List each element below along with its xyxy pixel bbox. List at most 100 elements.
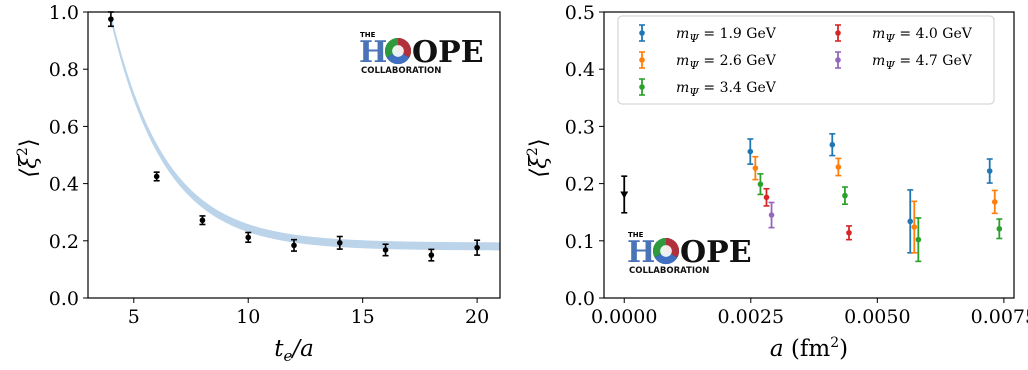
data-point xyxy=(747,138,754,165)
left-y-axis-label: ⟨ξ2⟩ xyxy=(15,138,42,178)
logo-the-text: THE xyxy=(628,231,644,239)
data-point xyxy=(291,238,297,252)
legend-marker xyxy=(639,30,645,36)
point-marker xyxy=(382,247,389,253)
data-point xyxy=(907,189,914,254)
y-tick-label: 0.6 xyxy=(49,116,79,138)
point-marker xyxy=(996,225,1003,232)
logo-ope-text: OPE xyxy=(680,235,752,270)
point-marker xyxy=(915,236,922,243)
x-tick-label: 0.0025 xyxy=(718,306,784,328)
logo-the-text: THE xyxy=(360,31,376,39)
right-plot-frame xyxy=(603,11,1015,299)
logo-segment-blue xyxy=(386,51,410,65)
y-tick-label: 0.2 xyxy=(565,174,595,196)
y-tick-label: 0.5 xyxy=(565,2,595,24)
legend-label: mΨ = 1.9 GeV xyxy=(676,26,777,45)
left-x-axis-label: te/a xyxy=(274,336,314,365)
data-point xyxy=(768,201,775,229)
data-point xyxy=(829,133,836,157)
point-marker xyxy=(991,199,998,205)
x-tick-label: 15 xyxy=(351,306,375,328)
y-tick-label: 0.2 xyxy=(49,231,79,253)
y-tick-label: 0.8 xyxy=(49,59,79,81)
legend-entry: mΨ = 4.0 GeV xyxy=(835,24,973,45)
data-point xyxy=(757,173,764,196)
point-marker xyxy=(153,173,160,180)
data-point xyxy=(915,217,922,263)
right-y-axis-label: ⟨ξ2⟩ xyxy=(525,138,552,178)
left-data-points xyxy=(107,11,481,262)
legend-label: mΨ = 3.4 GeV xyxy=(676,80,777,99)
data-point xyxy=(841,186,848,205)
data-point xyxy=(996,218,1003,240)
right-chart: 0.0000 0.0025 0.0050 0.0075 0.0 0.1 0.2 0.3 0.4 0… xyxy=(525,2,1028,362)
legend-label: mΨ = 4.0 GeV xyxy=(872,26,973,45)
x-tick-label: 20 xyxy=(465,306,489,328)
point-marker xyxy=(747,148,754,155)
point-marker xyxy=(768,212,775,218)
y-tick-label: 0.4 xyxy=(49,174,79,196)
point-marker xyxy=(986,168,993,174)
legend-entry: mΨ = 1.9 GeV xyxy=(639,24,777,45)
right-data-points xyxy=(620,133,1003,263)
logo-ope-text: OPE xyxy=(412,35,484,70)
point-marker xyxy=(291,242,297,249)
point-marker xyxy=(846,229,852,236)
point-marker xyxy=(108,16,114,22)
data-point xyxy=(199,215,206,226)
point-marker xyxy=(752,165,759,171)
x-tick-label: 0.0000 xyxy=(591,306,657,328)
data-point xyxy=(620,175,629,214)
point-marker xyxy=(428,252,435,258)
data-point xyxy=(474,239,481,256)
data-point xyxy=(986,158,993,184)
y-tick-label: 0.0 xyxy=(565,288,595,310)
point-marker xyxy=(911,224,918,230)
left-plot-frame xyxy=(87,11,501,299)
legend-label: mΨ = 2.6 GeV xyxy=(676,53,777,72)
point-marker xyxy=(907,218,914,225)
legend-entry: mΨ = 2.6 GeV xyxy=(639,51,777,72)
data-point xyxy=(991,189,998,215)
legend-box xyxy=(617,15,995,105)
x-tick-label: 0.0050 xyxy=(844,306,910,328)
point-marker xyxy=(474,244,480,251)
point-marker xyxy=(199,217,206,224)
legend: mΨ = 1.9 GeV mΨ = 2.6 GeV mΨ = 3.4 GeV mΨ =… xyxy=(617,15,995,105)
point-marker xyxy=(336,240,343,246)
logo-center xyxy=(660,245,672,257)
legend-entry: mΨ = 4.7 GeV xyxy=(835,51,973,72)
legend-marker xyxy=(639,57,645,63)
x-tick-label: 0.0075 xyxy=(971,306,1028,328)
data-point xyxy=(763,187,770,207)
right-x-axis-label: a (fm2) xyxy=(770,335,848,362)
data-point xyxy=(382,243,389,257)
data-point xyxy=(245,231,252,244)
left-chart: 5 10 15 20 0.0 0.2 0.4 0.6 0.8 1.0 te/a ⟨ξ2⟩ THEH… xyxy=(15,2,501,365)
data-point xyxy=(845,225,852,241)
legend-marker xyxy=(639,84,645,90)
legend-marker xyxy=(835,57,841,63)
left-ticks: 5 10 15 20 0.0 0.2 0.4 0.6 0.8 1.0 xyxy=(49,2,489,328)
data-point xyxy=(835,157,842,177)
data-point xyxy=(107,11,114,28)
logo-h-text: H xyxy=(359,35,387,70)
point-marker xyxy=(763,194,770,201)
legend-label: mΨ = 4.7 GeV xyxy=(872,53,973,72)
y-tick-label: 1.0 xyxy=(49,2,79,24)
legend-entry: mΨ = 3.4 GeV xyxy=(639,78,777,99)
point-marker xyxy=(245,234,252,241)
logo-segment-blue xyxy=(654,251,678,265)
legend-marker xyxy=(835,30,841,36)
y-tick-label: 0.4 xyxy=(565,59,595,81)
y-tick-label: 0.0 xyxy=(49,288,79,310)
y-tick-label: 0.3 xyxy=(565,116,595,138)
right-ticks: 0.0000 0.0025 0.0050 0.0075 0.0 0.1 0.2 0.3 0.4 0… xyxy=(565,2,1028,328)
x-tick-label: 10 xyxy=(236,306,260,328)
data-point xyxy=(752,155,759,181)
point-marker xyxy=(620,191,629,199)
point-marker xyxy=(757,181,764,187)
